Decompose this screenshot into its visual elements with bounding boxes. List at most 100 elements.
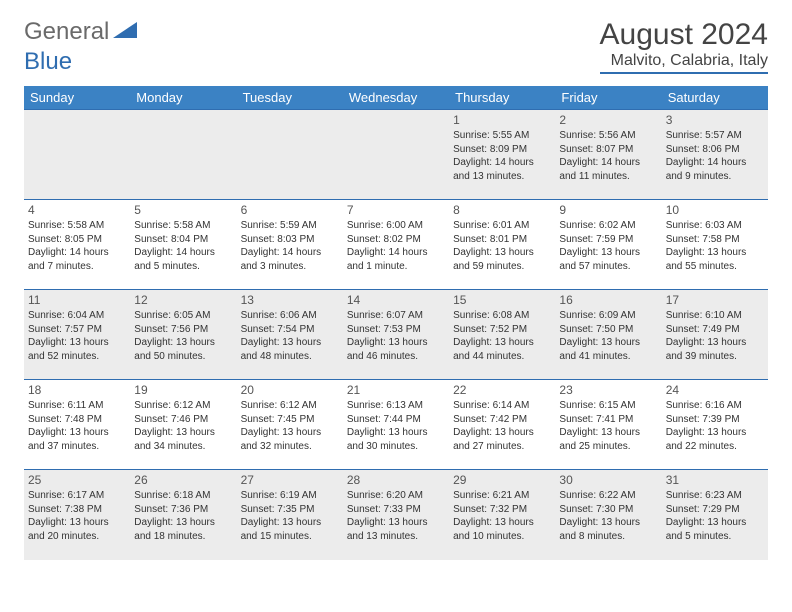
daylight-line: Daylight: 13 hours (134, 336, 232, 350)
calendar-day-cell: 11Sunrise: 6:04 AMSunset: 7:57 PMDayligh… (24, 290, 130, 380)
daylight-line: and 1 minute. (347, 260, 445, 274)
calendar-day-cell: 23Sunrise: 6:15 AMSunset: 7:41 PMDayligh… (555, 380, 661, 470)
calendar-week-row: 25Sunrise: 6:17 AMSunset: 7:38 PMDayligh… (24, 470, 768, 560)
logo-blue-row: Blue (24, 48, 72, 76)
calendar-head: SundayMondayTuesdayWednesdayThursdayFrid… (24, 86, 768, 110)
daylight-line: Daylight: 13 hours (453, 516, 551, 530)
daylight-line: Daylight: 14 hours (28, 246, 126, 260)
calendar-day-cell: 28Sunrise: 6:20 AMSunset: 7:33 PMDayligh… (343, 470, 449, 560)
day-number: 2 (559, 113, 657, 127)
sunset-line: Sunset: 7:30 PM (559, 503, 657, 517)
daylight-line: Daylight: 13 hours (28, 516, 126, 530)
calendar-day-cell: 7Sunrise: 6:00 AMSunset: 8:02 PMDaylight… (343, 200, 449, 290)
sunrise-line: Sunrise: 6:22 AM (559, 489, 657, 503)
sunrise-line: Sunrise: 6:13 AM (347, 399, 445, 413)
daylight-line: and 48 minutes. (241, 350, 339, 364)
sunrise-line: Sunrise: 5:58 AM (28, 219, 126, 233)
weekday-header: Thursday (449, 86, 555, 110)
daylight-line: and 18 minutes. (134, 530, 232, 544)
logo-text-general: General (24, 18, 109, 46)
sunset-line: Sunset: 7:45 PM (241, 413, 339, 427)
day-number: 16 (559, 293, 657, 307)
day-number: 17 (666, 293, 764, 307)
sunset-line: Sunset: 7:56 PM (134, 323, 232, 337)
calendar-day-cell: 8Sunrise: 6:01 AMSunset: 8:01 PMDaylight… (449, 200, 555, 290)
calendar-day-cell: 1Sunrise: 5:55 AMSunset: 8:09 PMDaylight… (449, 110, 555, 200)
daylight-line: Daylight: 13 hours (666, 426, 764, 440)
daylight-line: and 57 minutes. (559, 260, 657, 274)
daylight-line: Daylight: 14 hours (241, 246, 339, 260)
calendar-day-cell: 13Sunrise: 6:06 AMSunset: 7:54 PMDayligh… (237, 290, 343, 380)
calendar-day-cell: 25Sunrise: 6:17 AMSunset: 7:38 PMDayligh… (24, 470, 130, 560)
calendar-day-cell: 20Sunrise: 6:12 AMSunset: 7:45 PMDayligh… (237, 380, 343, 470)
calendar-day-cell: 19Sunrise: 6:12 AMSunset: 7:46 PMDayligh… (130, 380, 236, 470)
day-number: 21 (347, 383, 445, 397)
sunset-line: Sunset: 8:01 PM (453, 233, 551, 247)
sunset-line: Sunset: 8:05 PM (28, 233, 126, 247)
daylight-line: Daylight: 13 hours (559, 426, 657, 440)
daylight-line: and 5 minutes. (666, 530, 764, 544)
sunrise-line: Sunrise: 6:19 AM (241, 489, 339, 503)
sunrise-line: Sunrise: 6:18 AM (134, 489, 232, 503)
daylight-line: Daylight: 13 hours (666, 246, 764, 260)
sunrise-line: Sunrise: 5:56 AM (559, 129, 657, 143)
day-number: 30 (559, 473, 657, 487)
daylight-line: Daylight: 13 hours (453, 426, 551, 440)
daylight-line: and 22 minutes. (666, 440, 764, 454)
day-number: 19 (134, 383, 232, 397)
daylight-line: Daylight: 13 hours (453, 246, 551, 260)
calendar-day-cell: 29Sunrise: 6:21 AMSunset: 7:32 PMDayligh… (449, 470, 555, 560)
sunset-line: Sunset: 7:38 PM (28, 503, 126, 517)
daylight-line: Daylight: 14 hours (559, 156, 657, 170)
sunrise-line: Sunrise: 6:06 AM (241, 309, 339, 323)
day-number: 8 (453, 203, 551, 217)
daylight-line: Daylight: 13 hours (666, 336, 764, 350)
day-number: 12 (134, 293, 232, 307)
sunset-line: Sunset: 7:33 PM (347, 503, 445, 517)
sunrise-line: Sunrise: 6:16 AM (666, 399, 764, 413)
month-title: August 2024 (600, 18, 768, 52)
logo: General (24, 18, 139, 46)
day-number: 11 (28, 293, 126, 307)
sunset-line: Sunset: 7:54 PM (241, 323, 339, 337)
daylight-line: Daylight: 13 hours (559, 336, 657, 350)
sunset-line: Sunset: 7:36 PM (134, 503, 232, 517)
weekday-row: SundayMondayTuesdayWednesdayThursdayFrid… (24, 86, 768, 110)
daylight-line: and 37 minutes. (28, 440, 126, 454)
daylight-line: and 55 minutes. (666, 260, 764, 274)
daylight-line: and 27 minutes. (453, 440, 551, 454)
daylight-line: Daylight: 13 hours (134, 426, 232, 440)
sunrise-line: Sunrise: 6:11 AM (28, 399, 126, 413)
daylight-line: and 52 minutes. (28, 350, 126, 364)
daylight-line: Daylight: 13 hours (347, 426, 445, 440)
sunrise-line: Sunrise: 6:00 AM (347, 219, 445, 233)
sunrise-line: Sunrise: 5:58 AM (134, 219, 232, 233)
daylight-line: Daylight: 13 hours (28, 426, 126, 440)
sunset-line: Sunset: 7:42 PM (453, 413, 551, 427)
day-number: 14 (347, 293, 445, 307)
sunset-line: Sunset: 8:09 PM (453, 143, 551, 157)
sunset-line: Sunset: 8:04 PM (134, 233, 232, 247)
daylight-line: and 5 minutes. (134, 260, 232, 274)
day-number: 13 (241, 293, 339, 307)
sunrise-line: Sunrise: 6:04 AM (28, 309, 126, 323)
daylight-line: Daylight: 13 hours (453, 336, 551, 350)
calendar-day-cell: 9Sunrise: 6:02 AMSunset: 7:59 PMDaylight… (555, 200, 661, 290)
sunset-line: Sunset: 8:06 PM (666, 143, 764, 157)
sunrise-line: Sunrise: 5:59 AM (241, 219, 339, 233)
sunrise-line: Sunrise: 6:20 AM (347, 489, 445, 503)
daylight-line: and 59 minutes. (453, 260, 551, 274)
sunrise-line: Sunrise: 6:12 AM (134, 399, 232, 413)
calendar-day-cell: 30Sunrise: 6:22 AMSunset: 7:30 PMDayligh… (555, 470, 661, 560)
calendar-week-row: 1Sunrise: 5:55 AMSunset: 8:09 PMDaylight… (24, 110, 768, 200)
daylight-line: Daylight: 13 hours (666, 516, 764, 530)
daylight-line: Daylight: 13 hours (347, 516, 445, 530)
calendar-day-cell: 26Sunrise: 6:18 AMSunset: 7:36 PMDayligh… (130, 470, 236, 560)
day-number: 15 (453, 293, 551, 307)
weekday-header: Wednesday (343, 86, 449, 110)
calendar-day-cell (343, 110, 449, 200)
daylight-line: Daylight: 13 hours (347, 336, 445, 350)
daylight-line: and 32 minutes. (241, 440, 339, 454)
logo-triangle-icon (113, 20, 137, 45)
sunrise-line: Sunrise: 6:05 AM (134, 309, 232, 323)
